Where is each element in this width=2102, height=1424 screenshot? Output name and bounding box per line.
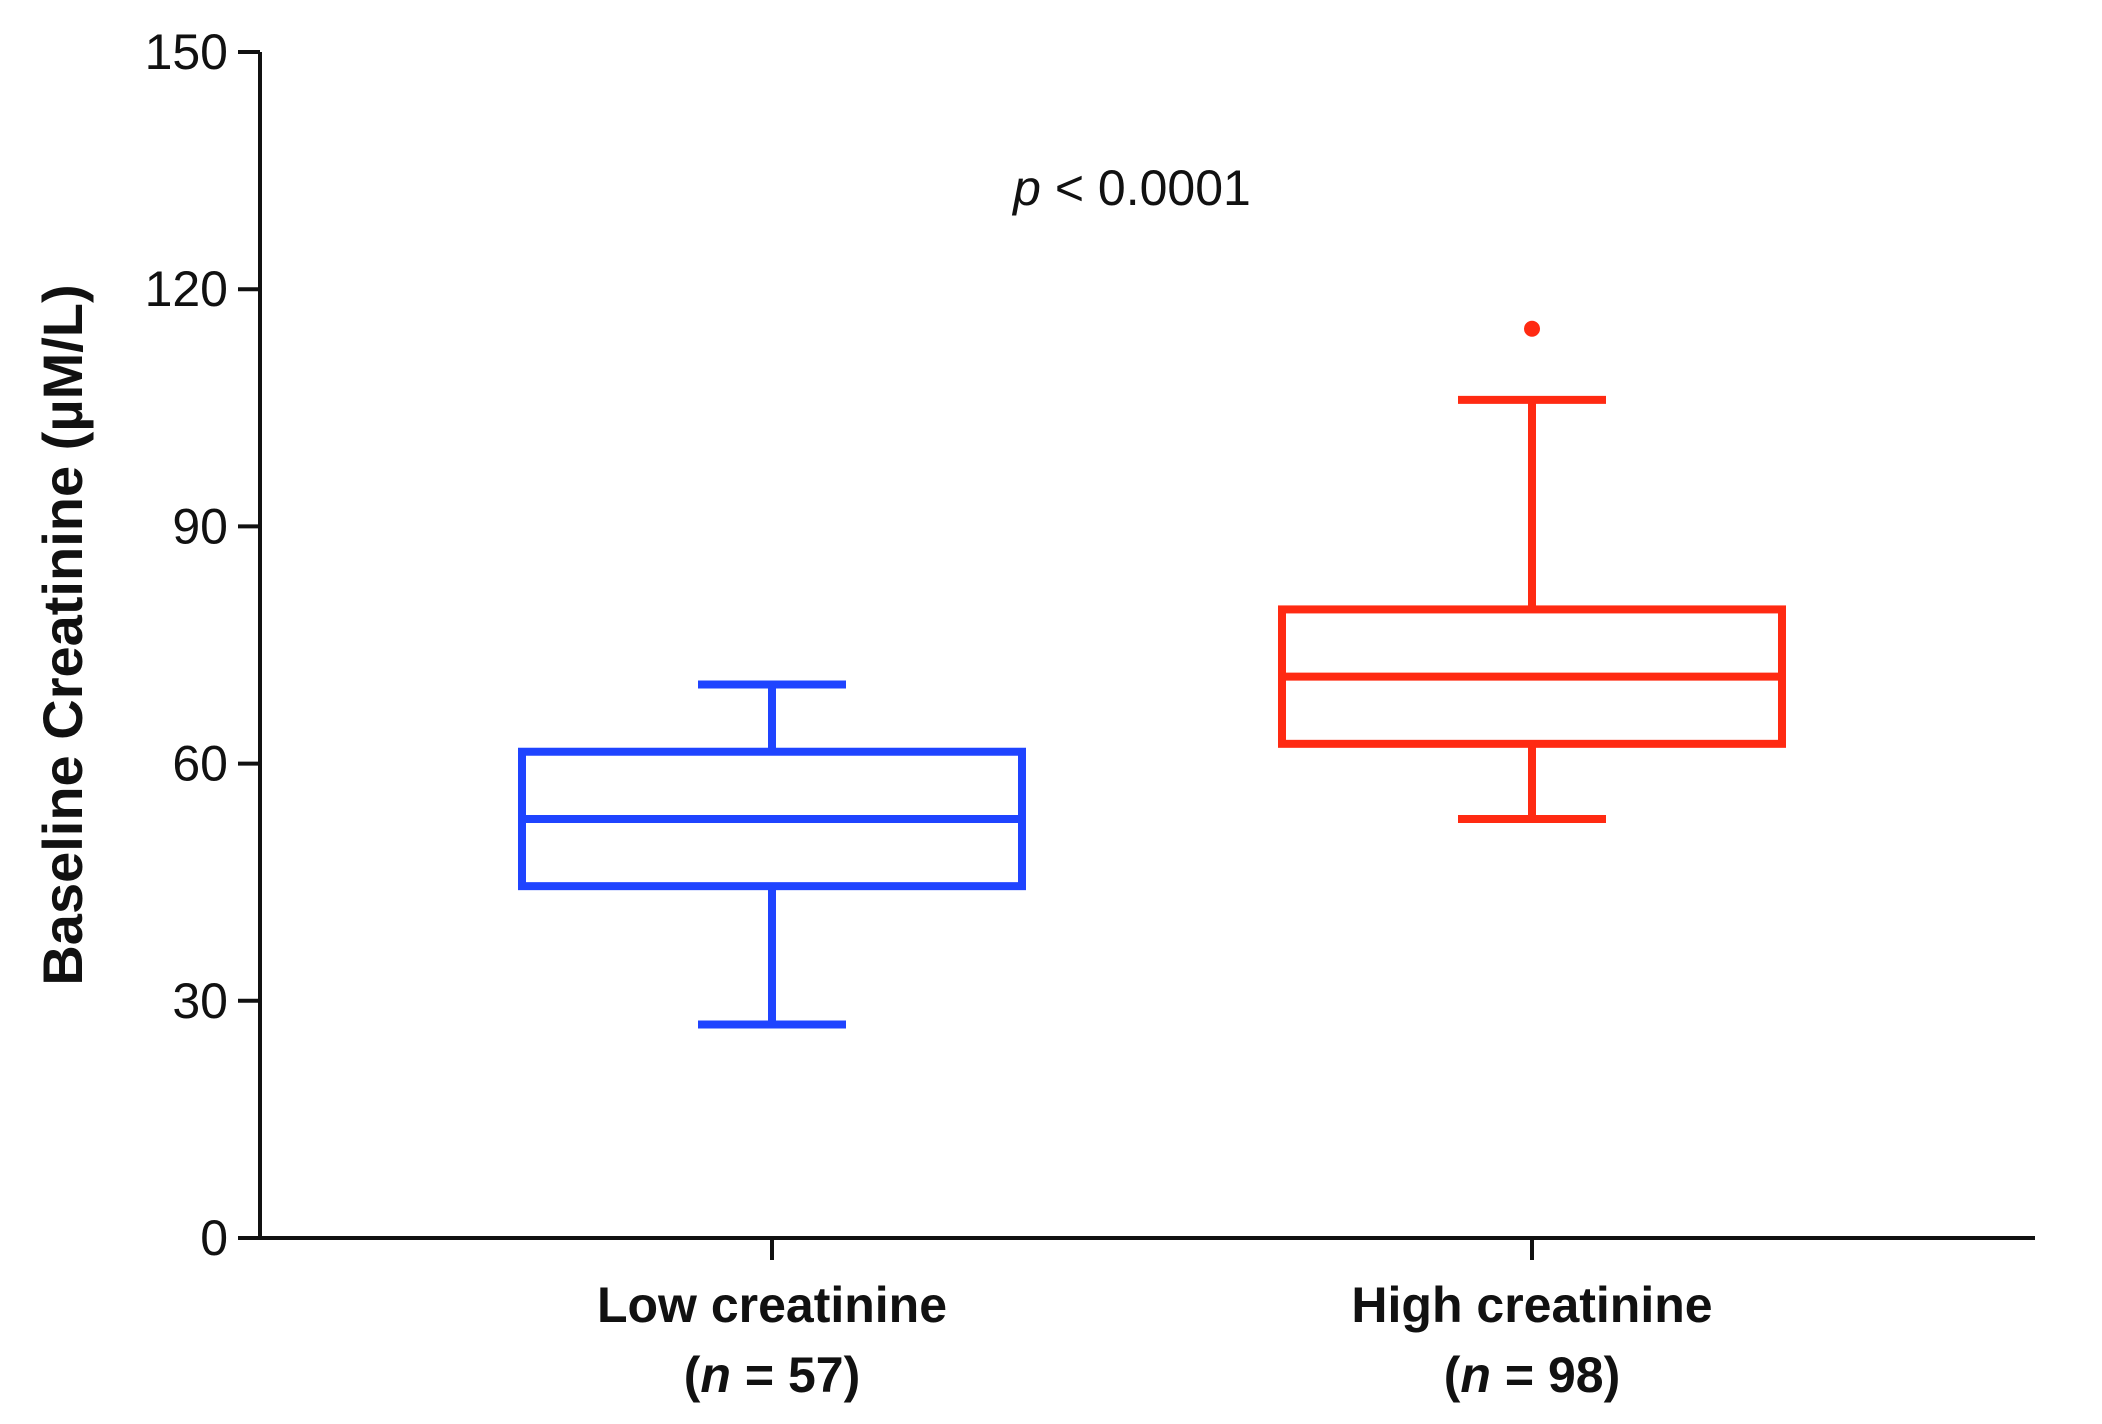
boxes (518, 320, 1786, 1029)
category-labels: Low creatinine(n = 57)High creatinine(n … (597, 1277, 1713, 1403)
y-tick-label: 30 (172, 973, 228, 1029)
box-high-creatinine (1278, 320, 1786, 823)
y-ticks: 0 30 60 90 120 150 (145, 24, 260, 1266)
n-suffix: = 57) (731, 1347, 860, 1403)
n-italic: n (700, 1347, 731, 1403)
y-tick-label: 60 (172, 736, 228, 792)
y-tick-label: 90 (172, 498, 228, 554)
y-axis-title: Baseline Creatinine (µM/L) (31, 284, 94, 985)
box-low-creatinine (518, 680, 1026, 1029)
y-tick-label: 120 (145, 261, 228, 317)
x-category-label: High creatinine (1351, 1277, 1712, 1333)
n-italic: n (1460, 1347, 1491, 1403)
x-ticks (770, 1238, 1534, 1260)
n-suffix: = 98) (1491, 1347, 1620, 1403)
p-value-annotation: p < 0.0001 (1011, 160, 1251, 216)
outlier-point (1524, 320, 1540, 337)
p-value-rest: < 0.0001 (1041, 160, 1251, 216)
n-prefix: ( (684, 1347, 701, 1403)
y-tick-label: 150 (145, 24, 228, 80)
x-category-label: Low creatinine (597, 1277, 947, 1333)
p-value-italic: p (1011, 160, 1041, 216)
x-category-n-label: (n = 98) (1444, 1347, 1620, 1403)
n-prefix: ( (1444, 1347, 1461, 1403)
x-category-n-label: (n = 57) (684, 1347, 860, 1403)
axes: 0 30 60 90 120 150 (145, 24, 2035, 1266)
y-tick-label: 0 (200, 1210, 228, 1266)
